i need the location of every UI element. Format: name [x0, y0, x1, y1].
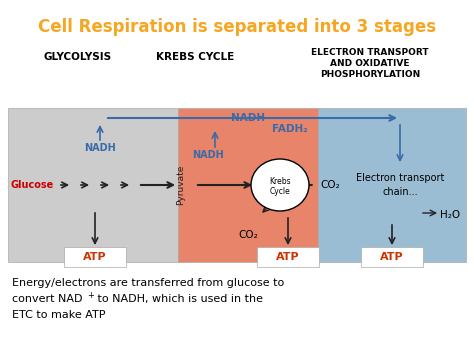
Text: ATP: ATP [83, 252, 107, 262]
Text: to NADH, which is used in the: to NADH, which is used in the [94, 294, 263, 304]
Text: H₂O: H₂O [440, 210, 460, 220]
Text: Glucose: Glucose [10, 180, 54, 190]
FancyBboxPatch shape [361, 247, 423, 267]
Text: ETC to make ATP: ETC to make ATP [12, 310, 106, 320]
Text: FADH₂: FADH₂ [272, 124, 308, 134]
Text: convert NAD: convert NAD [12, 294, 82, 304]
Text: Cell Respiration is separated into 3 stages: Cell Respiration is separated into 3 sta… [38, 18, 436, 36]
Text: Pyruvate: Pyruvate [176, 165, 185, 205]
Text: NADH: NADH [231, 113, 265, 123]
FancyBboxPatch shape [257, 247, 319, 267]
Text: Electron transport
chain...: Electron transport chain... [356, 173, 444, 197]
Text: KREBS CYCLE: KREBS CYCLE [156, 52, 234, 62]
Bar [178, 108, 318, 262]
Text: NADH: NADH [84, 143, 116, 153]
Text: ELECTRON TRANSPORT
AND OXIDATIVE
PHOSPHORYLATION: ELECTRON TRANSPORT AND OXIDATIVE PHOSPHO… [311, 48, 429, 79]
FancyBboxPatch shape [64, 247, 126, 267]
Text: CO₂: CO₂ [320, 180, 340, 190]
Text: Energy/electrons are transferred from glucose to: Energy/electrons are transferred from gl… [12, 278, 284, 288]
Text: Cycle: Cycle [270, 186, 291, 196]
Text: +: + [87, 291, 94, 300]
Text: NADH: NADH [192, 150, 224, 160]
Text: CO₂: CO₂ [238, 230, 258, 240]
Bar [318, 108, 466, 262]
Text: ATP: ATP [276, 252, 300, 262]
Text: Krebs: Krebs [269, 178, 291, 186]
Text: ATP: ATP [380, 252, 404, 262]
Text: GLYCOLYSIS: GLYCOLYSIS [44, 52, 112, 62]
Ellipse shape [251, 159, 309, 211]
Bar [8, 108, 178, 262]
